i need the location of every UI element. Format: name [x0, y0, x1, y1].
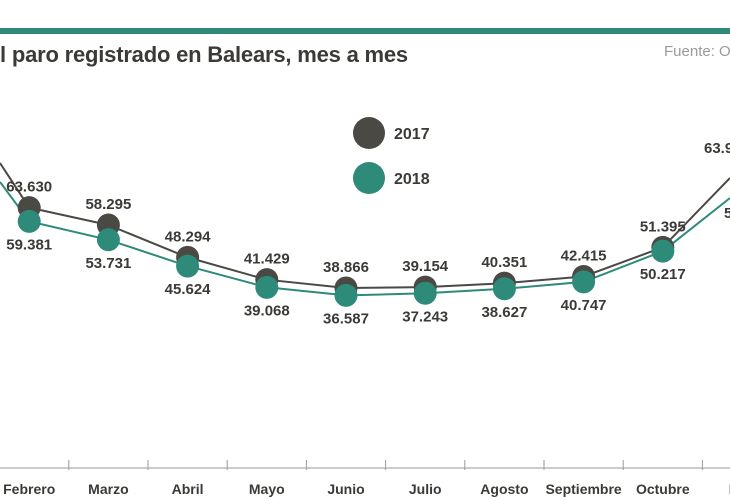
series-2018-marker — [413, 281, 437, 305]
data-label-2017: 48.294 — [165, 228, 212, 245]
top-accent-rule — [0, 28, 730, 34]
data-label-2018: 37.243 — [402, 308, 448, 325]
series-2018-marker — [96, 228, 120, 252]
data-label-2018: 45.624 — [165, 281, 212, 298]
series-2018-marker — [255, 275, 279, 299]
data-label-2018: 59.381 — [6, 236, 52, 253]
data-label-2018: 40.747 — [561, 297, 607, 314]
series-2018-marker — [651, 239, 675, 263]
x-tick-label: Mayo — [249, 481, 285, 497]
legend-2017-label: 2017 — [394, 126, 430, 143]
data-label-2017: 42.415 — [561, 247, 607, 264]
x-tick-label: Abril — [172, 481, 204, 497]
data-label-2018: 39.068 — [244, 302, 290, 319]
series-2018-marker — [572, 270, 596, 294]
legend-2017-swatch — [353, 117, 385, 149]
data-label-2018: 38.627 — [481, 304, 527, 321]
x-tick-label: Agosto — [480, 481, 528, 497]
legend-2018-label: 2018 — [394, 171, 430, 188]
data-label-2017: 63.630 — [6, 179, 52, 196]
data-label-2017: 51.395 — [640, 218, 686, 235]
x-tick-label: Septiembre — [545, 481, 621, 497]
data-label-2017: 38.866 — [323, 259, 369, 276]
legend-2018-swatch — [353, 162, 385, 194]
series-2018-marker — [17, 209, 41, 233]
data-label-2018: 36.587 — [323, 310, 369, 327]
chart-title: l paro registrado en Balears, mes a mes — [0, 42, 408, 67]
data-label-2018: 50.217 — [640, 266, 686, 283]
data-label-2018: 53.731 — [85, 255, 131, 272]
x-tick-label: Julio — [409, 481, 442, 497]
x-tick-label: Nov — [729, 481, 730, 497]
source-note: Fuente: O — [664, 43, 730, 60]
x-tick-label: Junio — [327, 481, 364, 497]
data-label-2018: 5 — [724, 205, 730, 222]
x-tick-label: Febrero — [3, 481, 55, 497]
data-label-2017: 41.429 — [244, 251, 290, 268]
series-2018-marker — [176, 254, 200, 278]
x-tick-label: Marzo — [88, 481, 128, 497]
data-label-2017: 39.154 — [402, 258, 449, 275]
series-2018-marker — [334, 283, 358, 307]
data-label-2017: 63.9 — [704, 140, 730, 157]
series-2018-marker — [492, 277, 516, 301]
data-label-2017: 58.295 — [85, 196, 131, 213]
x-tick-label: Octubre — [636, 481, 690, 497]
data-label-2017: 40.351 — [481, 254, 527, 271]
